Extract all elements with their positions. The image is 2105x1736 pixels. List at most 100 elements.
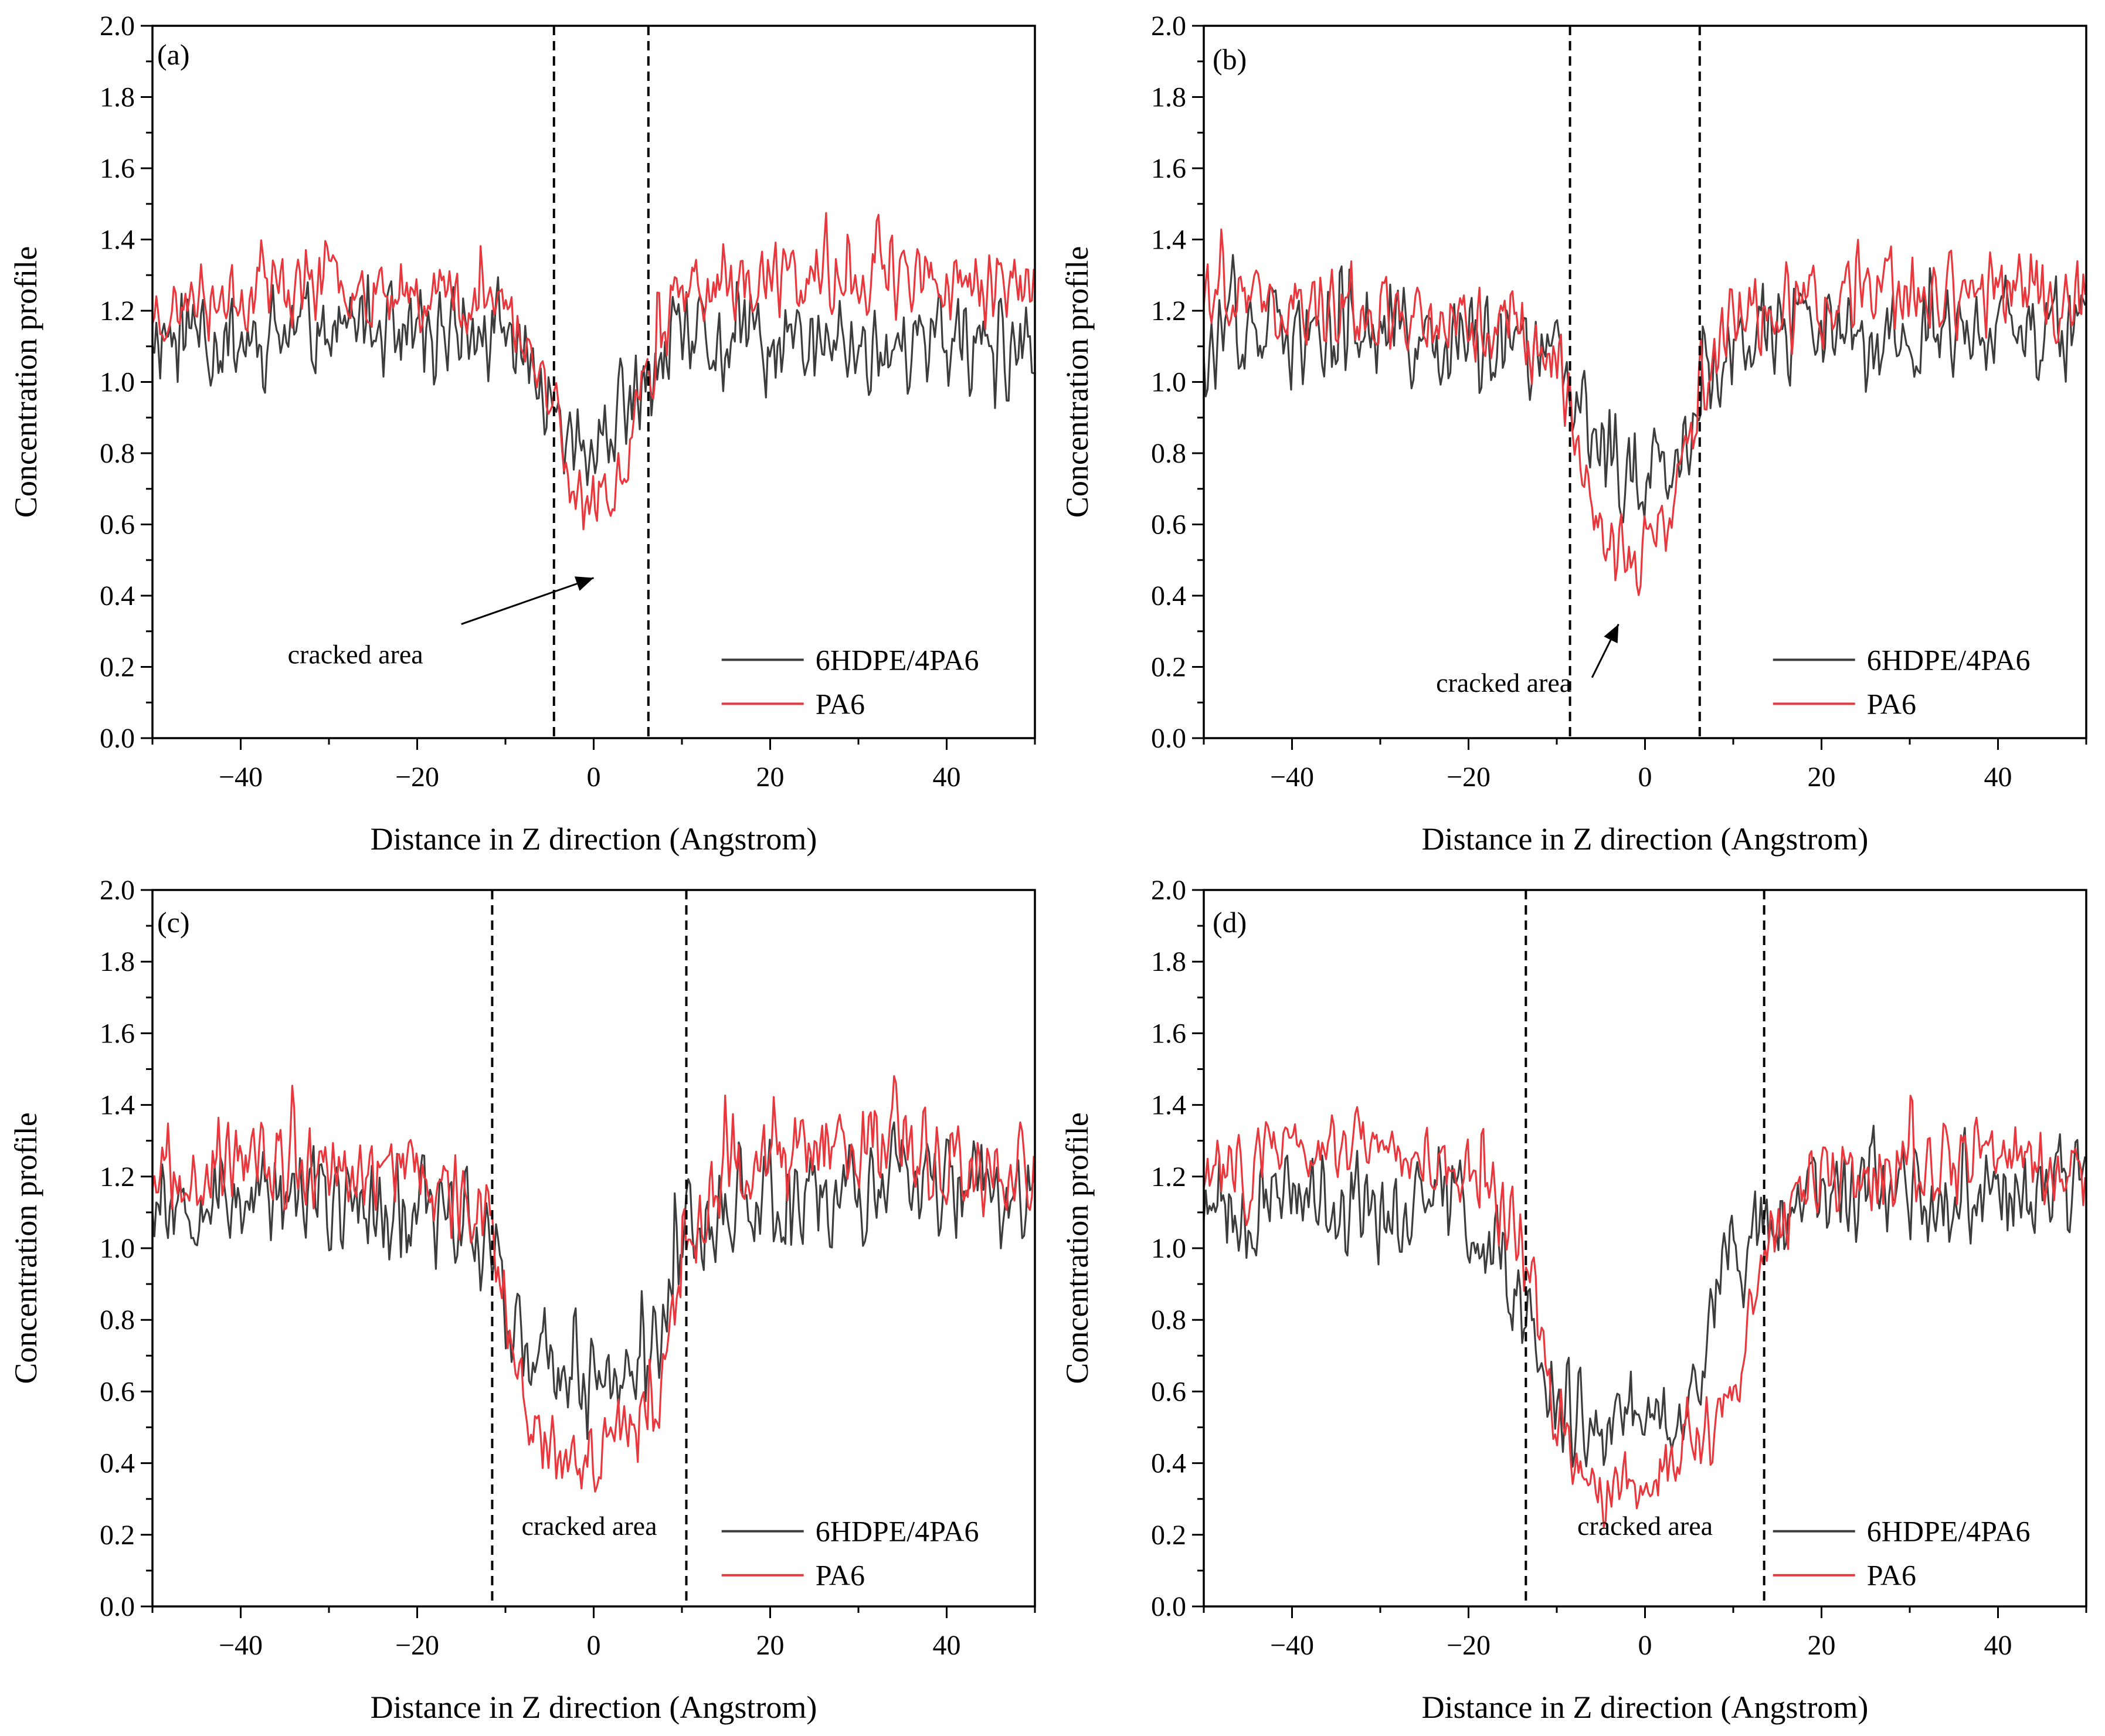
legend-label: PA6	[1867, 1559, 1916, 1592]
y-tick-label: 0.8	[1151, 1304, 1186, 1336]
y-tick-label: 1.0	[100, 1233, 135, 1264]
series-line-pa6	[152, 212, 1035, 531]
y-tick-label: 1.0	[100, 367, 135, 398]
plot-area	[152, 1075, 1035, 1493]
y-tick-label: 0.0	[100, 723, 135, 754]
y-tick-label: 0.2	[100, 1520, 135, 1551]
panel-label: (a)	[157, 38, 190, 71]
x-tick-label: 40	[1984, 762, 2012, 793]
y-tick-label: 1.4	[1151, 1090, 1186, 1121]
x-axis-title: Distance in Z direction (Angstrom)	[1422, 821, 1869, 857]
panel-label: (c)	[157, 906, 190, 939]
annotation-arrow-head	[1604, 624, 1619, 644]
x-tick-label: −20	[1447, 762, 1491, 793]
y-tick-label: 0.6	[1151, 1376, 1186, 1407]
legend-label: PA6	[1867, 687, 1916, 720]
x-tick-label: −40	[1270, 1630, 1314, 1661]
series-line-blend	[152, 1121, 1035, 1440]
y-tick-label: 1.2	[100, 295, 135, 327]
legend-label: 6HDPE/4PA6	[816, 1515, 979, 1548]
chart-panel-b: 0.0 0.2 0.4 0.6 0.8 1.0 1.2 1.4 1.6 1.8 2.0 −40 −20 0…	[1060, 11, 2087, 857]
y-axis-title: Concentration profile	[8, 246, 43, 518]
y-tick-label: 0.0	[1151, 723, 1186, 754]
legend-label: PA6	[816, 1559, 865, 1592]
y-tick-label: 0.6	[1151, 509, 1186, 541]
y-tick-label: 1.4	[100, 225, 135, 256]
x-axis-title: Distance in Z direction (Angstrom)	[371, 821, 817, 857]
y-tick-label: 0.6	[100, 509, 135, 541]
y-tick-label: 0.4	[100, 1448, 135, 1479]
y-tick-label: 2.0	[1151, 875, 1186, 906]
y-tick-label: 0.8	[100, 438, 135, 469]
y-tick-label: 1.8	[1151, 82, 1186, 113]
series-line-pa6	[1204, 228, 2086, 596]
legend-label: 6HDPE/4PA6	[816, 643, 979, 676]
y-axis-title: Concentration profile	[1060, 1112, 1095, 1384]
chart-panel-d: 0.0 0.2 0.4 0.6 0.8 1.0 1.2 1.4 1.6 1.8 2.0 −40 −20 0…	[1060, 875, 2087, 1725]
plot-area	[1204, 228, 2086, 596]
x-axis-title: Distance in Z direction (Angstrom)	[371, 1690, 817, 1725]
x-tick-label: 40	[933, 1630, 961, 1661]
legend-label: 6HDPE/4PA6	[1867, 643, 2031, 676]
x-tick-label: −20	[1447, 1630, 1491, 1661]
y-tick-label: 1.8	[100, 946, 135, 977]
y-tick-label: 0.4	[100, 580, 135, 611]
plot-frame	[151, 889, 1036, 1608]
x-tick-label: 40	[1984, 1630, 2012, 1661]
y-tick-label: 0.0	[100, 1591, 135, 1622]
x-tick-label: 20	[756, 762, 785, 793]
x-tick-label: 20	[1808, 1630, 1836, 1661]
plot-area	[152, 212, 1035, 531]
legend-label: 6HDPE/4PA6	[1867, 1515, 2031, 1548]
series-line-pa6	[152, 1075, 1035, 1493]
y-tick-label: 0.8	[1151, 438, 1186, 469]
y-tick-label: 0.2	[1151, 1520, 1186, 1551]
y-axis-title: Concentration profile	[1060, 246, 1095, 518]
y-tick-label: 1.2	[1151, 1161, 1186, 1193]
y-tick-label: 1.6	[100, 153, 135, 184]
x-tick-label: −40	[219, 1630, 263, 1661]
annotation-cracked-area: cracked area	[1436, 668, 1571, 698]
x-tick-label: 20	[756, 1630, 785, 1661]
y-tick-label: 1.4	[1151, 225, 1186, 256]
panel-label: (b)	[1213, 43, 1247, 76]
y-tick-label: 2.0	[100, 875, 135, 906]
plot-frame	[1203, 25, 2087, 739]
annotation-cracked-area: cracked area	[1577, 1511, 1713, 1541]
y-tick-label: 1.0	[1151, 367, 1186, 398]
y-tick-label: 1.6	[1151, 153, 1186, 184]
x-tick-label: −20	[395, 1630, 439, 1661]
annotation-arrow-head	[574, 576, 594, 591]
x-tick-label: 20	[1808, 762, 1836, 793]
series-line-pa6	[1204, 1095, 2086, 1529]
y-tick-label: 1.8	[100, 82, 135, 113]
x-axis-title: Distance in Z direction (Angstrom)	[1422, 1690, 1869, 1725]
legend-label: PA6	[816, 687, 865, 720]
y-tick-label: 1.2	[1151, 295, 1186, 327]
x-tick-label: 0	[587, 1630, 601, 1661]
series-line-blend	[152, 274, 1034, 487]
x-tick-label: 0	[1638, 1630, 1652, 1661]
y-tick-label: 1.4	[100, 1090, 135, 1121]
y-tick-label: 1.0	[1151, 1233, 1186, 1264]
x-tick-label: 0	[1638, 762, 1652, 793]
y-tick-label: 0.4	[1151, 580, 1186, 611]
plot-frame	[151, 25, 1036, 739]
y-tick-label: 2.0	[1151, 11, 1186, 42]
y-tick-label: 0.2	[100, 652, 135, 683]
y-tick-label: 0.2	[1151, 652, 1186, 683]
chart-panel-c: 0.0 0.2 0.4 0.6 0.8 1.0 1.2 1.4 1.6 1.8 2.0 −40 −20 0…	[8, 875, 1036, 1725]
plot-area	[1204, 1095, 2086, 1529]
x-tick-label: 40	[933, 762, 961, 793]
panel-label: (d)	[1213, 906, 1247, 939]
x-tick-label: −20	[395, 762, 439, 793]
y-tick-label: 1.6	[1151, 1018, 1186, 1049]
y-tick-label: 1.2	[100, 1161, 135, 1193]
plot-frame	[1203, 889, 2087, 1608]
x-tick-label: −40	[1270, 762, 1314, 793]
y-tick-label: 2.0	[100, 11, 135, 42]
y-tick-label: 0.4	[1151, 1448, 1186, 1479]
series-line-blend	[1204, 1125, 2086, 1468]
chart-panel-a: 0.0 0.2 0.4 0.6 0.8 1.0 1.2 1.4 1.6 1.8 2.0 −40 −20 0…	[8, 11, 1036, 857]
y-tick-label: 1.8	[1151, 946, 1186, 977]
